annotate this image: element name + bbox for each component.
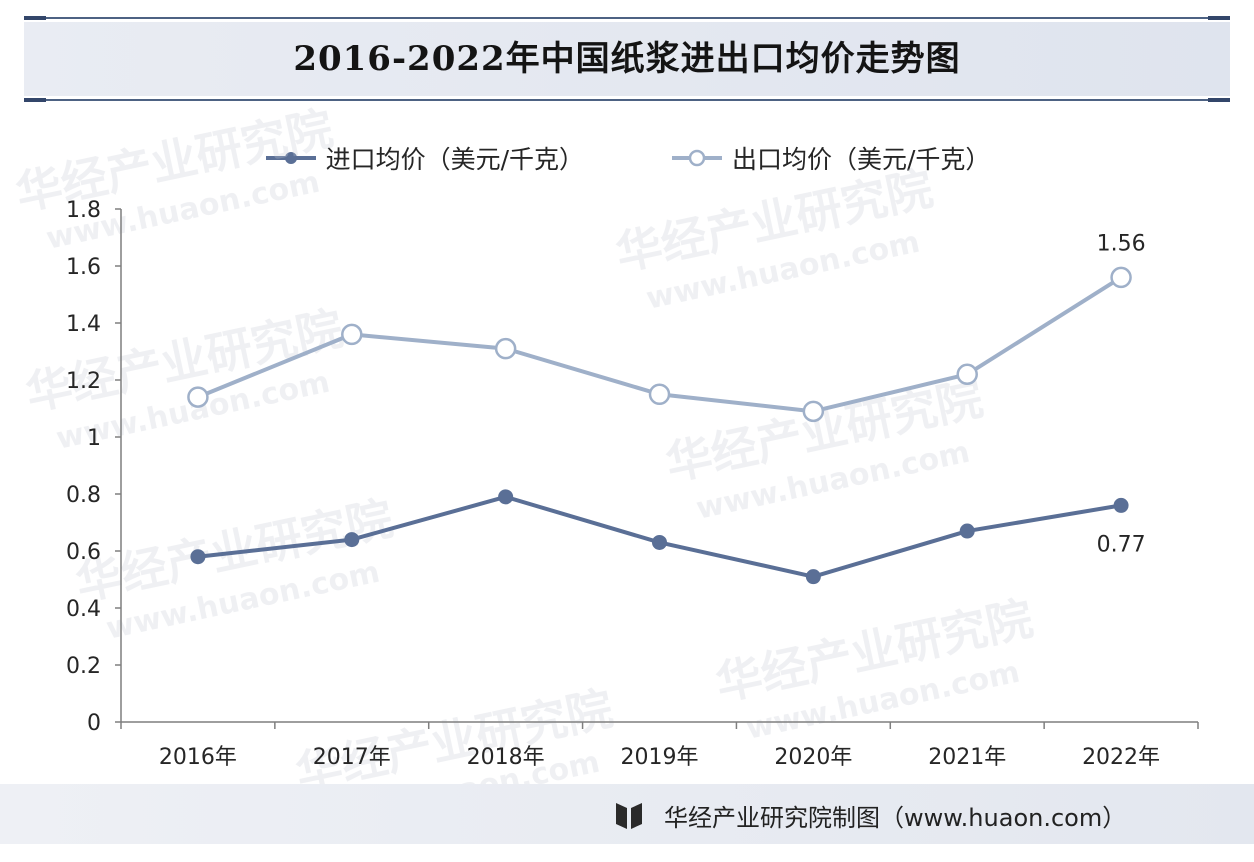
x-tick-label: 2018年 [467,745,545,770]
x-tick-label: 2022年 [1082,745,1160,770]
import-price-point [652,534,667,550]
export-price-point [494,337,517,360]
data-label: 1.56 [1097,231,1146,256]
export-price-point [1110,266,1132,289]
title-band [24,22,1230,96]
x-tick-label: 2017年 [313,745,391,770]
chart-legend: 进口均价（美元/千克） 出口均价（美元/千克） [0,136,1254,180]
import-price-point [498,489,514,505]
y-tick-label: 0.2 [66,654,101,679]
y-tick-label: 1.8 [66,198,101,223]
chart-title: 2016-2022年中国纸浆进出口均价走势图 [293,39,961,79]
y-tick-label: 0.8 [66,483,101,508]
legend-marker-import-icon [265,152,316,164]
import-price-point [344,532,360,548]
x-tick-label: 2019年 [621,745,699,770]
y-tick-label: 1.2 [66,369,101,394]
title-rule-bottom [24,99,1230,101]
y-tick-label: 0.6 [66,540,101,565]
chart-data-labels: 0.77 1.56 [1097,231,1146,557]
legend-label-export: 出口均价（美元/千克） [732,145,991,174]
legend-item-export: 出口均价（美元/千克） [670,140,990,176]
legend-label-import: 进口均价（美元/千克） [325,145,584,174]
x-tick-label: 2016年 [159,745,237,770]
title-cap-bottom-right [1208,98,1230,102]
y-tick-label: 1.4 [66,312,101,337]
data-label: 0.77 [1097,532,1146,557]
footer-source: 华经产业研究院制图（www.huaon.com） [664,804,1127,832]
export-price-point [956,363,978,386]
chart-axes: 0 0.2 0.4 0.6 0.8 1 1.2 1.4 1.6 1.8 2016年 2017年 2018… [66,198,1199,770]
legend-item-import: 进口均价（美元/千克） [264,140,584,176]
y-tick-label: 0.4 [66,597,101,622]
export-price-point [648,383,671,405]
x-tick-label: 2021年 [928,745,1006,770]
huajing-logo-icon [616,803,642,829]
import-price-point [1113,497,1129,513]
y-tick-label: 1 [87,426,101,451]
title-cap-top-left [24,16,46,20]
y-tick-label: 1.6 [66,255,101,280]
legend-marker-export-icon [672,149,722,167]
x-tick-label: 2020年 [774,745,852,770]
import-price-point [959,523,975,539]
title-rule-top [24,17,1230,19]
import-price-point [190,549,206,565]
import-price-point [805,569,821,585]
export-price-point [341,323,363,346]
y-tick-label: 0 [87,711,101,736]
chart-series [187,266,1132,585]
export-price-point [187,386,209,408]
export-price-point [802,400,825,423]
title-cap-top-right [1208,16,1230,20]
title-cap-bottom-left [24,98,46,102]
